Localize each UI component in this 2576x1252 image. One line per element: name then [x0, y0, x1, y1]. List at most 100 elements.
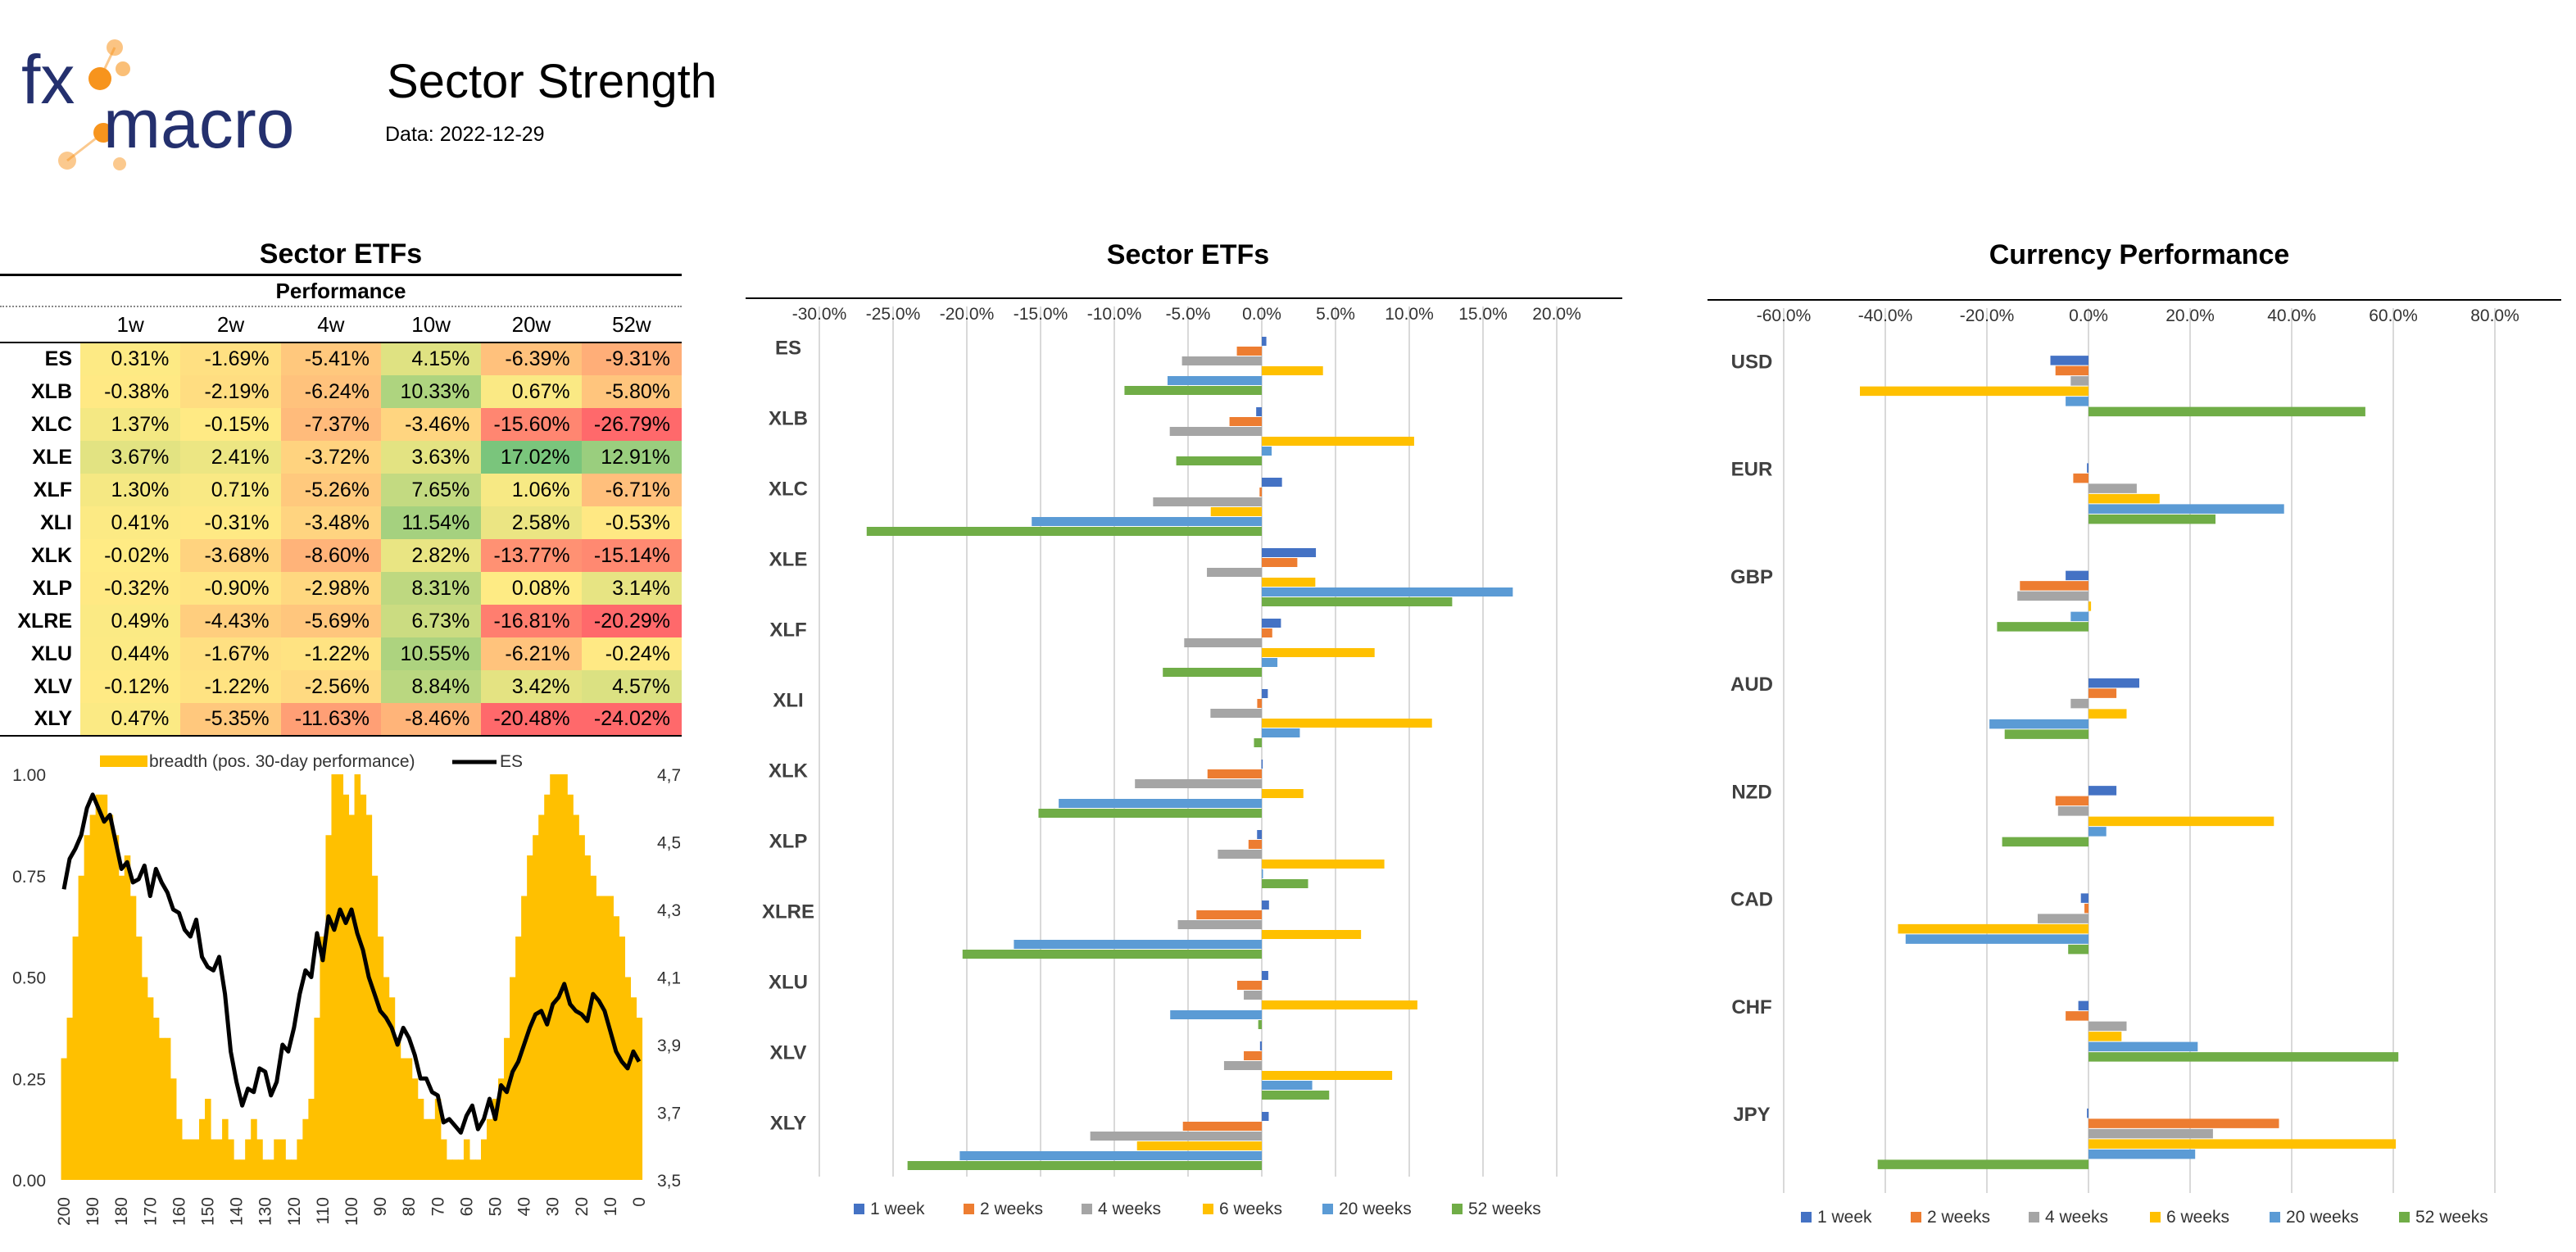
bar: [1262, 658, 1278, 667]
breadth-bar: [423, 1118, 430, 1180]
legend-swatch: [2029, 1212, 2039, 1223]
table-cell: 6.73%: [380, 605, 482, 637]
row-label: XLE: [0, 441, 80, 474]
x-tick-label: 180: [112, 1197, 131, 1226]
x-tick-label: 10: [601, 1197, 620, 1216]
bar: [1262, 930, 1362, 939]
bar: [1259, 1041, 1262, 1050]
bar: [2088, 1149, 2196, 1159]
breadth-bar: [451, 1159, 459, 1180]
breadth-bar: [187, 1139, 194, 1180]
breadth-bar: [84, 835, 91, 1180]
bar: [2088, 827, 2107, 837]
table-cell: 4.57%: [581, 670, 682, 703]
table-cell: 1.37%: [80, 408, 181, 441]
bar: [1997, 622, 2088, 632]
breadth-bar: [601, 896, 608, 1180]
table-cell: 3.67%: [80, 441, 181, 474]
breadth-bar: [308, 1099, 315, 1180]
breadth-bar: [474, 1159, 482, 1180]
breadth-bar: [550, 774, 556, 1180]
bar: [1262, 1071, 1393, 1080]
bar: [2088, 816, 2274, 827]
bar: [1877, 1159, 2088, 1169]
performance-table: 1w 2w 4w 10w 20w 52w ES 0.31% -1.69% -5.41%…: [0, 307, 682, 737]
bar: [1256, 407, 1262, 416]
breadth-bar: [239, 1159, 246, 1180]
x-tick-label: 10.0%: [1385, 305, 1434, 324]
bar: [1257, 830, 1262, 839]
x-tick-label: 170: [141, 1197, 160, 1226]
bar: [959, 1151, 1262, 1160]
currency-performance-chart: Currency Performance -60.0% -40.0% -20.0% 0.…: [1708, 239, 2561, 1227]
table-row: XLC 1.37% -0.15% -7.37% -3.46% -15.60% -26.79%: [0, 408, 682, 441]
legend-swatch: [100, 755, 147, 767]
y-tick-label-right: 4,100: [657, 969, 680, 988]
legend-swatch: [2399, 1212, 2410, 1223]
table-cell: 3.14%: [581, 572, 682, 605]
bar: [1262, 619, 1281, 628]
breadth-bar: [279, 1139, 286, 1180]
breadth-bar: [291, 1159, 297, 1180]
breadth-bar: [325, 835, 332, 1180]
breadth-bar: [388, 997, 396, 1180]
table-cell: -24.02%: [581, 703, 682, 737]
row-label: XLV: [0, 670, 80, 703]
legend-swatch: [2150, 1212, 2161, 1223]
table-cell: -16.81%: [481, 605, 582, 637]
legend-label: 2 weeks: [980, 1200, 1043, 1218]
table-cell: 0.08%: [481, 572, 582, 605]
table-cell: -6.21%: [481, 637, 582, 670]
row-label: XLB: [0, 375, 80, 408]
bar: [2002, 837, 2088, 847]
breadth-bar: [636, 1018, 643, 1180]
breadth-bar: [504, 1037, 510, 1180]
bar: [2066, 570, 2088, 581]
bar: [1059, 799, 1262, 808]
breadth-bar: [406, 1058, 413, 1180]
breadth-bar: [205, 1099, 211, 1180]
breadth-bar: [567, 794, 574, 1180]
bar: [1262, 789, 1304, 798]
breadth-bar: [342, 794, 350, 1180]
bar: [1262, 1091, 1330, 1100]
x-tick-label: -60.0%: [1757, 306, 1812, 325]
row-label: XLF: [0, 474, 80, 506]
breadth-bar: [354, 774, 361, 1180]
breadth-bar: [314, 1018, 320, 1180]
table-cell: 10.55%: [380, 637, 482, 670]
breadth-bar: [222, 1118, 229, 1180]
bar: [2050, 356, 2088, 365]
x-tick-label: 0.0%: [2069, 306, 2108, 325]
x-tick-label: 60: [457, 1197, 476, 1216]
chart-title: Currency Performance: [1989, 239, 2290, 270]
bar: [2038, 914, 2088, 923]
bar: [2088, 1128, 2213, 1139]
row-label: XLK: [0, 539, 80, 572]
y-tick-label-left: 0.75: [12, 868, 46, 887]
category-label: NZD: [1731, 781, 1771, 803]
column-header: 2w: [180, 307, 281, 343]
legend-label: 1 week: [1817, 1208, 1872, 1227]
row-label: XLY: [0, 703, 80, 737]
bar: [2057, 806, 2088, 816]
table-cell: -13.77%: [481, 539, 582, 572]
breadth-bar: [596, 896, 602, 1180]
table-row: XLK -0.02% -3.68% -8.60% 2.82% -13.77% -15.14%: [0, 539, 682, 572]
table-cell: -0.02%: [80, 539, 181, 572]
breadth-bar: [285, 1159, 292, 1180]
table-cell: 0.44%: [80, 637, 181, 670]
bar: [2070, 611, 2088, 622]
table-cell: 0.71%: [180, 474, 281, 506]
column-header: 1w: [80, 307, 181, 343]
table-cell: -3.68%: [180, 539, 281, 572]
table-cell: -5.41%: [280, 342, 381, 375]
legend-swatch: [854, 1204, 864, 1214]
bar: [1262, 587, 1513, 597]
bar: [1032, 517, 1262, 526]
bar: [1262, 728, 1300, 737]
category-label: XLRE: [762, 900, 814, 923]
table-row: XLP -0.32% -0.90% -2.98% 8.31% 0.08% 3.14%: [0, 572, 682, 605]
table-cell: -15.14%: [581, 539, 682, 572]
category-label: XLC: [769, 478, 808, 500]
